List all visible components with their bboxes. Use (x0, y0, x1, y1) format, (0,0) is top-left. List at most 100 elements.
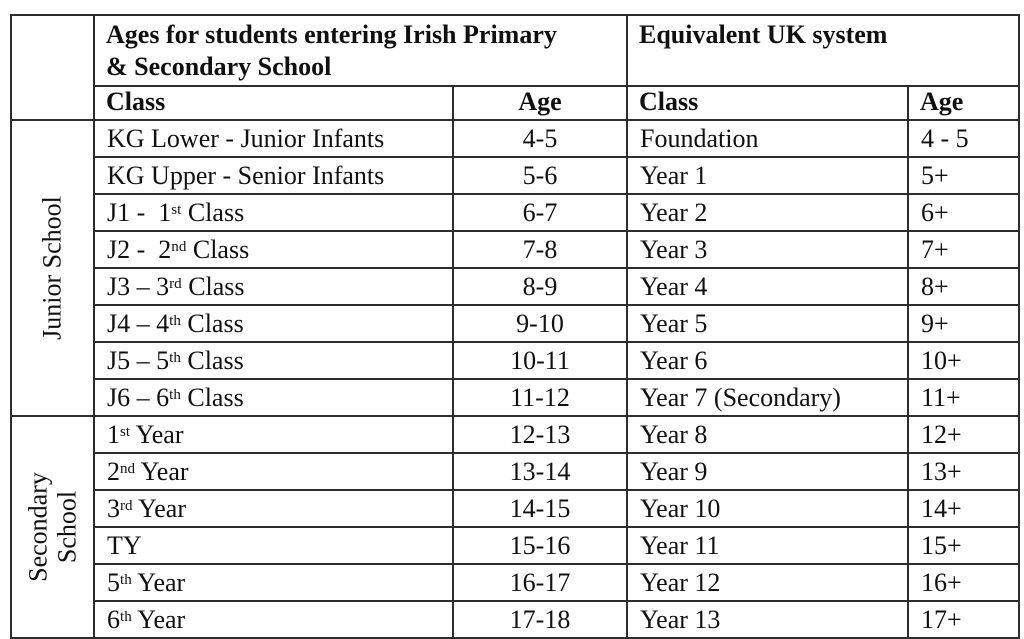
uk-class-cell: Foundation (626, 119, 909, 159)
table-row: TY 15-16 Year 11 15+ (11, 526, 1020, 566)
ordinal-superscript: th (169, 386, 181, 403)
irish-age-cell: 7-8 (452, 230, 628, 270)
table-row: J2 - 2nd Class 7-8 Year 3 7+ (11, 230, 1020, 270)
uk-class-cell: Year 2 (626, 193, 909, 233)
uk-title-line: Equivalent UK system (639, 20, 888, 49)
ordinal-superscript: st (120, 423, 131, 440)
table-row: J3 – 3rd Class 8-9 Year 4 8+ (11, 267, 1020, 307)
ordinal-superscript: th (169, 349, 181, 366)
header-title-row: Ages for students entering Irish Primary… (10, 13, 1020, 122)
irish-class-cell: TY (93, 526, 454, 566)
uk-class-cell: Year 9 (626, 452, 909, 492)
uk-age-header: Age (907, 85, 1020, 122)
ordinal-superscript: th (169, 312, 181, 329)
table-row: Secondary School 1st Year 12-13 Year 8 12+ (10, 415, 1020, 639)
uk-age-cell: 13+ (907, 452, 1020, 492)
uk-class-cell: Year 3 (626, 230, 909, 270)
uk-class-cell: Year 6 (626, 341, 909, 381)
irish-class-cell: 3rd Year (93, 489, 454, 529)
group-label: Junior School (37, 197, 67, 341)
uk-age-cell: 14+ (907, 489, 1020, 529)
uk-class-cell: Year 8 (626, 415, 909, 455)
header-columns-row: Class Age Class Age (11, 85, 1020, 122)
ordinal-superscript: rd (169, 275, 182, 292)
uk-class-cell: Year 10 (626, 489, 909, 529)
ordinal-superscript: th (120, 571, 132, 588)
uk-age-cell: 8+ (907, 267, 1020, 307)
group-label-line: Secondary (22, 472, 52, 583)
table-row: Junior School KG Lower - Junior Infants 4-… (10, 119, 1020, 418)
ordinal-superscript: nd (120, 460, 136, 477)
uk-class-cell: Year 1 (626, 156, 909, 196)
uk-class-cell: Year 4 (626, 267, 909, 307)
irish-class-cell: 6th Year (93, 600, 454, 639)
ordinal-superscript: nd (171, 238, 187, 255)
irish-title-line2: & Secondary School (106, 51, 332, 81)
table-row: J6 – 6th Class 11-12 Year 7 (Secondary) 11+ (11, 378, 1020, 418)
uk-age-cell: 9+ (907, 304, 1020, 344)
group-label: Secondary School (22, 472, 81, 583)
table-row: J1 - 1st Class 6-7 Year 2 6+ (11, 193, 1020, 233)
table-row: 6th Year 17-18 Year 13 17+ (11, 600, 1020, 639)
irish-class-cell: KG Lower - Junior Infants (93, 119, 454, 159)
irish-class-cell: 5th Year (93, 563, 454, 603)
irish-class-cell: J6 – 6th Class (93, 378, 454, 418)
irish-system-title: Ages for students entering Irish Primary… (93, 13, 628, 88)
table-row: J5 – 5th Class 10-11 Year 6 10+ (11, 341, 1020, 381)
uk-age-cell: 15+ (907, 526, 1020, 566)
irish-age-cell: 10-11 (452, 341, 628, 381)
irish-age-cell: 5-6 (452, 156, 628, 196)
irish-age-cell: 6-7 (452, 193, 628, 233)
uk-age-cell: 11+ (907, 378, 1020, 418)
irish-age-cell: 17-18 (452, 600, 628, 639)
uk-age-cell: 16+ (907, 563, 1020, 603)
irish-age-cell: 16-17 (452, 563, 628, 603)
group-label-line: School (51, 491, 81, 564)
table-body: Ages for students entering Irish Primary… (10, 13, 1020, 639)
uk-age-cell: 10+ (907, 341, 1020, 381)
uk-system-title: Equivalent UK system (626, 13, 1020, 88)
irish-age-cell: 12-13 (452, 415, 628, 455)
irish-class-cell: KG Upper - Senior Infants (93, 156, 454, 196)
uk-class-cell: Year 11 (626, 526, 909, 566)
uk-age-cell: 5+ (907, 156, 1020, 196)
irish-age-header: Age (452, 85, 628, 122)
table-row: 2nd Year 13-14 Year 9 13+ (11, 452, 1020, 492)
irish-title-line1: Ages for students entering Irish Primary (106, 20, 557, 49)
ordinal-superscript: th (120, 608, 132, 625)
uk-class-cell: Year 5 (626, 304, 909, 344)
irish-class-cell: 1st Year (93, 415, 454, 455)
uk-age-cell: 4 - 5 (907, 119, 1020, 159)
uk-age-cell: 6+ (907, 193, 1020, 233)
table-row: KG Upper - Senior Infants 5-6 Year 1 5+ (11, 156, 1020, 196)
irish-age-cell: 4-5 (452, 119, 628, 159)
ordinal-superscript: st (171, 201, 182, 218)
uk-age-cell: 17+ (907, 600, 1020, 639)
irish-age-cell: 8-9 (452, 267, 628, 307)
ordinal-superscript: rd (120, 497, 133, 514)
irish-class-cell: J1 - 1st Class (93, 193, 454, 233)
irish-class-cell: J3 – 3rd Class (93, 267, 454, 307)
uk-age-cell: 12+ (907, 415, 1020, 455)
table-row: 3rd Year 14-15 Year 10 14+ (11, 489, 1020, 529)
group-label-cell: Junior School (10, 119, 95, 418)
uk-class-cell: Year 7 (Secondary) (626, 378, 909, 418)
irish-class-cell: J5 – 5th Class (93, 341, 454, 381)
irish-age-cell: 15-16 (452, 526, 628, 566)
table-row: J4 – 4th Class 9-10 Year 5 9+ (11, 304, 1020, 344)
irish-age-cell: 9-10 (452, 304, 628, 344)
uk-class-header: Class (626, 85, 909, 122)
irish-class-cell: 2nd Year (93, 452, 454, 492)
uk-class-cell: Year 13 (626, 600, 909, 639)
uk-class-cell: Year 12 (626, 563, 909, 603)
uk-age-cell: 7+ (907, 230, 1020, 270)
corner-cell (10, 13, 95, 122)
irish-class-header: Class (93, 85, 454, 122)
group-label-cell: Secondary School (10, 415, 95, 639)
irish-age-cell: 11-12 (452, 378, 628, 418)
irish-class-cell: J4 – 4th Class (93, 304, 454, 344)
school-ages-table: Ages for students entering Irish Primary… (10, 13, 1020, 639)
irish-class-cell: J2 - 2nd Class (93, 230, 454, 270)
irish-age-cell: 14-15 (452, 489, 628, 529)
